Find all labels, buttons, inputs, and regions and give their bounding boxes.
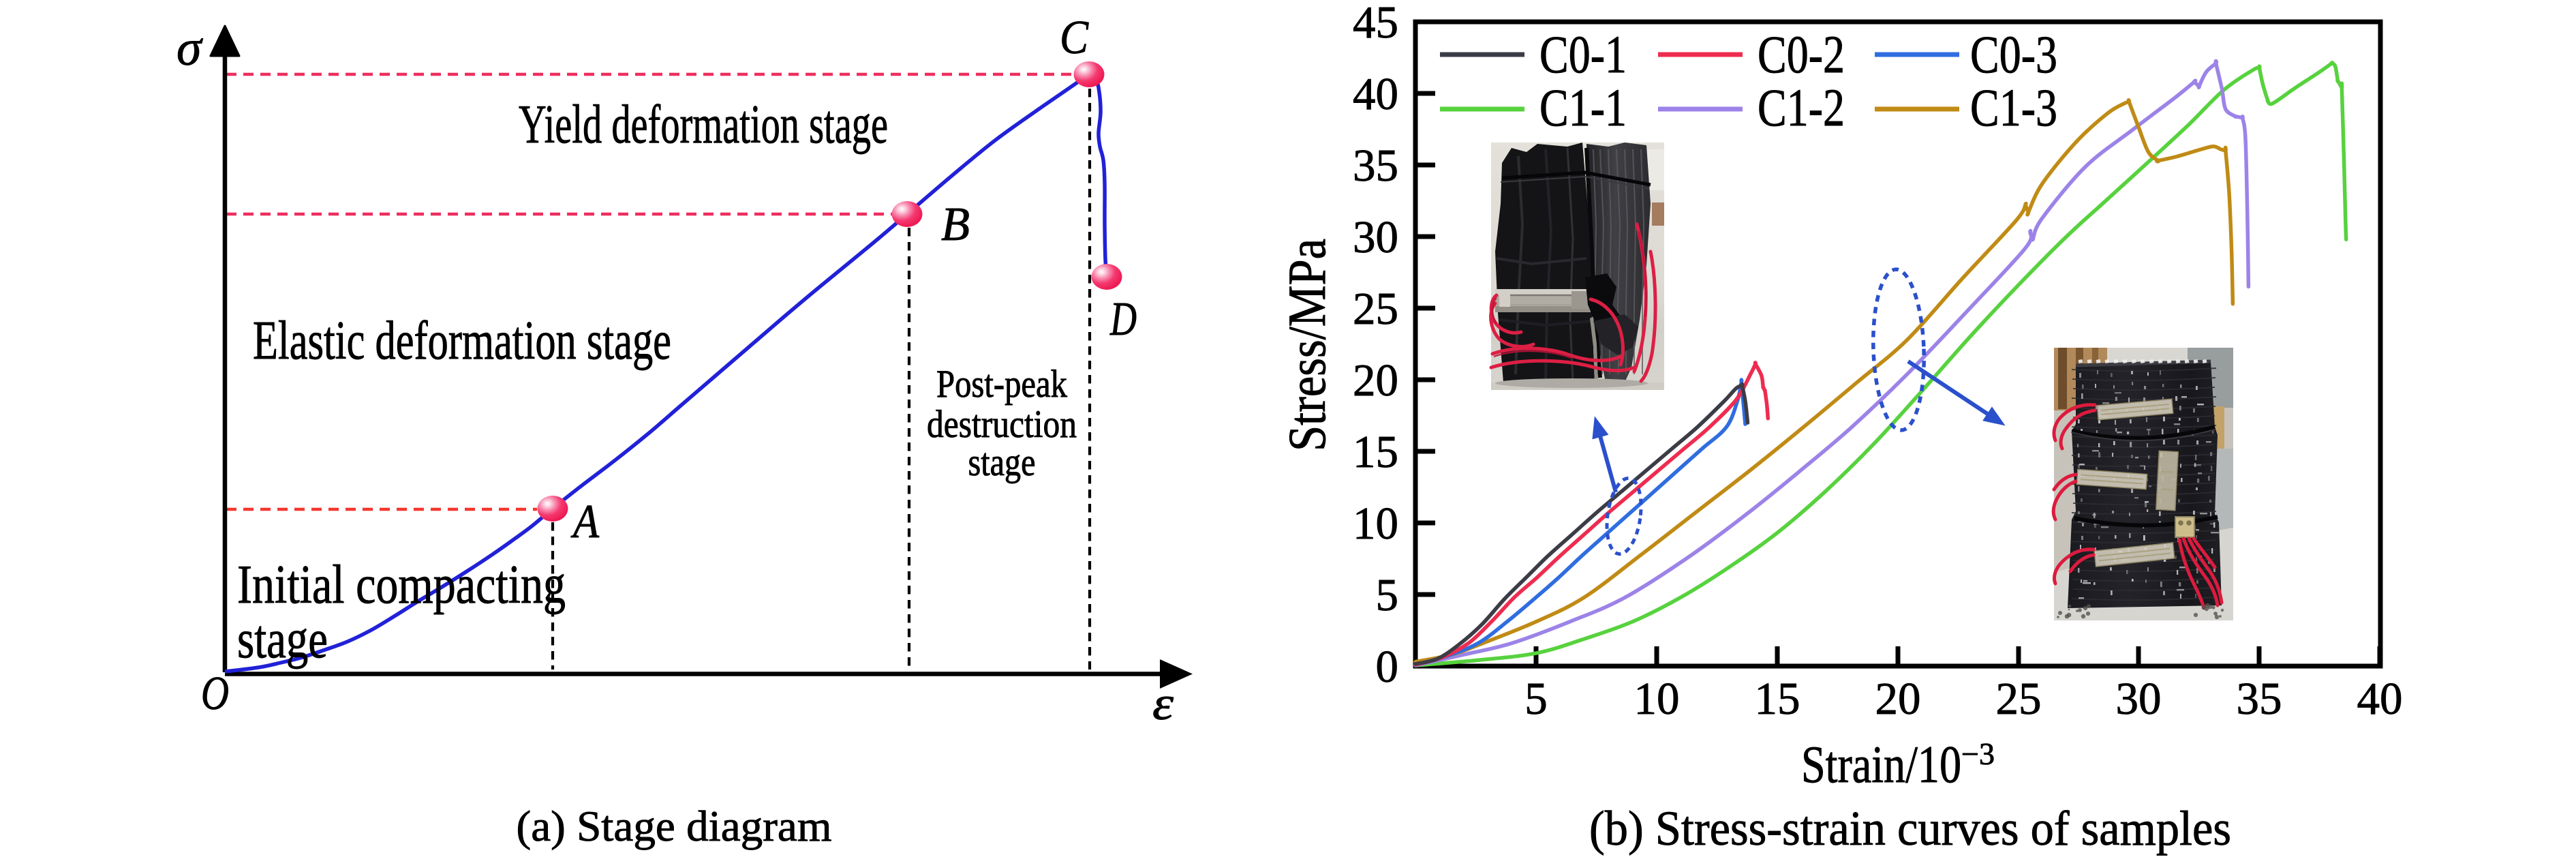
svg-text:C1-2: C1-2: [1758, 78, 1845, 137]
svg-text:5: 5: [1376, 570, 1399, 620]
svg-text:C1-3: C1-3: [1970, 78, 2057, 137]
svg-text:Elastic deformation stage: Elastic deformation stage: [253, 311, 671, 371]
svg-text:35: 35: [1353, 140, 1398, 191]
svg-text:40: 40: [1353, 69, 1398, 119]
svg-text:0: 0: [1376, 642, 1399, 692]
svg-text:C0-2: C0-2: [1758, 25, 1845, 84]
svg-text:O: O: [201, 667, 229, 720]
svg-text:25: 25: [1996, 674, 2042, 724]
svg-text:Strain/10: Strain/10: [1801, 735, 1961, 794]
svg-text:20: 20: [1875, 674, 1921, 724]
svg-text:Yield deformation stage: Yield deformation stage: [519, 95, 888, 155]
svg-text:30: 30: [1353, 212, 1398, 262]
svg-text:Initial compacting: Initial compacting: [237, 555, 566, 615]
svg-text:C0-3: C0-3: [1970, 25, 2057, 84]
svg-text:−3: −3: [1961, 737, 1995, 771]
svg-text:15: 15: [1755, 674, 1800, 724]
svg-text:5: 5: [1524, 674, 1548, 724]
svg-text:10: 10: [1353, 498, 1398, 549]
svg-text:stage: stage: [968, 441, 1036, 484]
svg-text:10: 10: [1634, 674, 1680, 724]
svg-text:σ: σ: [177, 20, 203, 76]
svg-text:15: 15: [1353, 427, 1398, 477]
svg-text:35: 35: [2237, 674, 2282, 724]
svg-text:25: 25: [1353, 284, 1398, 334]
svg-text:A: A: [570, 496, 599, 548]
svg-text:B: B: [941, 198, 970, 251]
svg-text:30: 30: [2116, 674, 2162, 724]
svg-text:C: C: [1060, 12, 1089, 64]
svg-text:20: 20: [1353, 355, 1398, 406]
svg-text:destruction: destruction: [927, 403, 1077, 446]
svg-text:C1-1: C1-1: [1539, 78, 1627, 137]
svg-text:45: 45: [1353, 0, 1398, 48]
svg-text:(a) Stage diagram: (a) Stage diagram: [517, 802, 832, 850]
svg-text:stage: stage: [237, 610, 328, 670]
svg-text:ε: ε: [1152, 678, 1174, 730]
svg-text:D: D: [1109, 293, 1137, 346]
svg-text:40: 40: [2357, 674, 2403, 724]
svg-text:Stress/MPa: Stress/MPa: [1277, 239, 1336, 451]
svg-text:C0-1: C0-1: [1539, 25, 1627, 84]
svg-text:(b) Stress-strain curves of sa: (b) Stress-strain curves of samples: [1589, 801, 2231, 856]
svg-text:Post-peak: Post-peak: [936, 363, 1067, 406]
